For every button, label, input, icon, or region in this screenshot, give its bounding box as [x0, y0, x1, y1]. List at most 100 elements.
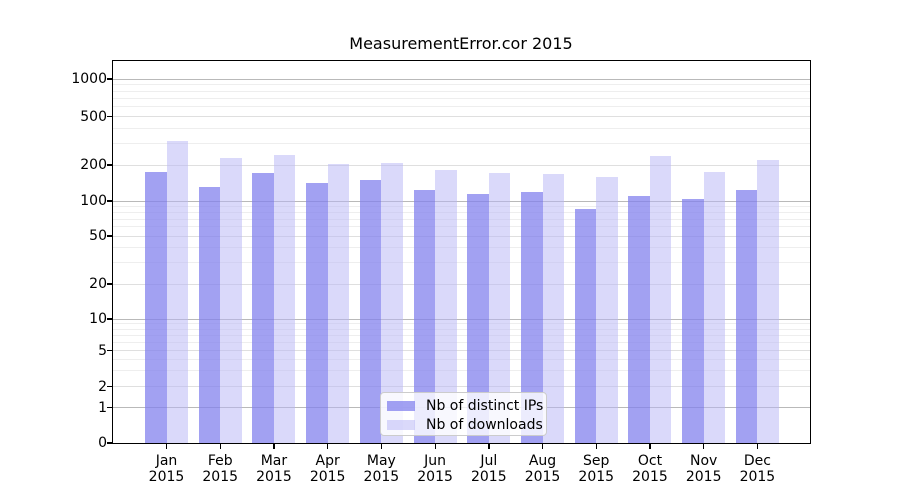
- gridline: [113, 283, 810, 285]
- legend-item: Nb of downloads: [387, 416, 546, 435]
- gridline: [113, 200, 810, 202]
- gridline: [113, 370, 810, 372]
- gridline: [113, 318, 810, 320]
- y-tick-label: 20: [89, 276, 107, 292]
- y-tick-mark: [107, 235, 112, 237]
- bar-downloads-sep: [596, 176, 618, 443]
- gridline: [113, 116, 810, 117]
- gridline: [113, 341, 810, 343]
- x-tick-mark: [595, 444, 597, 449]
- bar-downloads-dec: [757, 159, 779, 443]
- y-tick-mark: [107, 318, 112, 320]
- bar-downloads-jun: [435, 169, 457, 443]
- y-tick-label: 10: [89, 311, 107, 327]
- legend-swatch-distinct-ips: [387, 401, 415, 412]
- x-tick-label: May 2015: [363, 453, 400, 485]
- gridline: [113, 262, 810, 264]
- gridline: [113, 350, 810, 351]
- gridline: [113, 358, 810, 360]
- x-tick-label: Mar 2015: [256, 453, 292, 485]
- bar-downloads-mar: [273, 155, 296, 443]
- bar-distinct-ips-dec: [735, 189, 758, 443]
- x-tick-mark: [327, 444, 329, 449]
- x-tick-label: Jan 2015: [148, 453, 185, 485]
- x-tick-label: Dec 2015: [739, 453, 776, 485]
- bar-distinct-ips-mar: [252, 173, 274, 443]
- bar-downloads-jul: [488, 173, 511, 443]
- bar-distinct-ips-feb: [198, 187, 221, 443]
- gridline: [113, 323, 810, 325]
- y-tick-label: 200: [80, 157, 107, 173]
- bar-distinct-ips-jul: [467, 194, 489, 443]
- bar-downloads-may: [381, 163, 403, 443]
- bar-downloads-nov: [703, 172, 726, 443]
- bar-distinct-ips-oct: [628, 196, 650, 443]
- y-tick-label: 0: [98, 435, 107, 451]
- y-tick-mark: [107, 406, 112, 409]
- y-tick-mark: [107, 283, 112, 285]
- y-tick-label: 2: [98, 378, 107, 395]
- gridline: [113, 90, 810, 92]
- x-tick-mark: [756, 444, 759, 449]
- x-tick-label: Aug 2015: [524, 453, 561, 485]
- x-tick-mark: [488, 444, 490, 449]
- y-tick-mark: [107, 442, 112, 444]
- x-tick-label: Jul 2015: [470, 453, 507, 485]
- bar-downloads-aug: [542, 174, 565, 443]
- gridline: [113, 328, 810, 330]
- legend-label: Nb of distinct IPs: [426, 398, 544, 415]
- x-tick-mark: [219, 444, 221, 449]
- y-tick-label: 100: [80, 193, 107, 209]
- gridline: [113, 386, 810, 387]
- x-tick-label: Oct 2015: [632, 453, 668, 485]
- bar-downloads-oct: [649, 155, 672, 443]
- bar-distinct-ips-may: [359, 179, 382, 443]
- bar-downloads-apr: [327, 163, 350, 443]
- bar-distinct-ips-apr: [306, 183, 328, 443]
- y-tick-mark: [107, 200, 112, 202]
- x-tick-mark: [434, 444, 436, 449]
- gridline: [113, 226, 810, 228]
- gridline: [113, 218, 810, 220]
- gridline: [113, 78, 810, 80]
- bar-distinct-ips-nov: [682, 198, 704, 443]
- x-tick-mark: [380, 444, 383, 449]
- y-tick-label: 500: [80, 108, 107, 125]
- x-tick-label: Jun 2015: [417, 453, 453, 485]
- y-tick-mark: [107, 349, 112, 352]
- bar-downloads-jan: [166, 140, 188, 443]
- legend-swatch-downloads: [387, 419, 415, 430]
- gridline: [113, 143, 810, 145]
- gridline: [113, 211, 810, 213]
- y-tick-mark: [107, 385, 112, 388]
- gridline: [113, 84, 810, 86]
- x-tick-mark: [273, 444, 275, 449]
- bar-downloads-feb: [220, 157, 242, 443]
- gridline: [113, 164, 810, 166]
- x-tick-label: Sep 2015: [578, 453, 615, 485]
- y-tick-label: 50: [89, 228, 107, 244]
- bar-distinct-ips-aug: [521, 192, 543, 443]
- bar-distinct-ips-jan: [145, 171, 167, 443]
- x-tick-label: Nov 2015: [685, 453, 722, 485]
- legend-item: Nb of distinct IPs: [387, 397, 546, 416]
- x-tick-mark: [541, 444, 544, 449]
- gridline: [113, 205, 810, 207]
- y-tick-label: 1: [98, 399, 107, 416]
- bar-distinct-ips-sep: [574, 208, 597, 443]
- gridline: [113, 127, 810, 129]
- bar-distinct-ips-jun: [413, 189, 436, 443]
- chart-title: MeasurementError.cor 2015: [349, 34, 573, 53]
- plot-area: [113, 61, 810, 443]
- gridline: [113, 97, 810, 99]
- x-tick-mark: [165, 444, 168, 449]
- y-tick-mark: [107, 164, 112, 166]
- gridline: [113, 247, 810, 249]
- x-tick-label: Apr 2015: [309, 453, 346, 485]
- y-tick-label: 1000: [71, 71, 107, 87]
- y-tick-label: 5: [98, 342, 107, 359]
- x-tick-label: Feb 2015: [202, 453, 239, 485]
- gridline: [113, 106, 810, 108]
- legend: Nb of distinct IPs Nb of downloads: [380, 392, 547, 436]
